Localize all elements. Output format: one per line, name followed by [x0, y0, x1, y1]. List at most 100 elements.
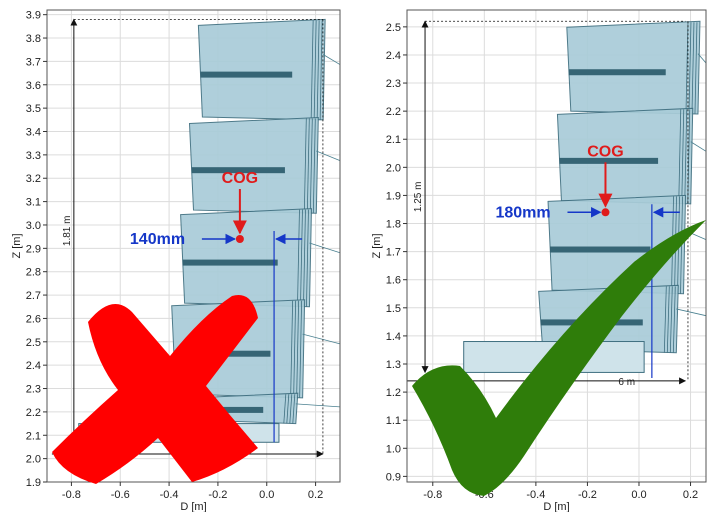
- cabinet-edge: [681, 109, 685, 204]
- cabinet-edge: [290, 300, 294, 398]
- cabinet-edge: [312, 118, 316, 214]
- cabinet-edge: [694, 22, 698, 114]
- y-tick-label: 2.5: [386, 22, 401, 34]
- y-tick-label: 1.3: [386, 359, 401, 371]
- y-tick-label: 3.3: [26, 150, 41, 162]
- y-tick-label: 0.9: [386, 471, 401, 483]
- rigging-line: [316, 150, 341, 161]
- x-tick-label: 0.2: [308, 489, 323, 501]
- cabinet-edge: [684, 109, 688, 204]
- x-axis-label: D [m]: [180, 501, 206, 512]
- y-tick-label: 1.7: [386, 247, 401, 259]
- cabinet-edge: [669, 286, 673, 353]
- x-tick-label: -0.8: [62, 489, 81, 501]
- x-tick-label: -0.4: [526, 489, 545, 501]
- x-axis-label: D [m]: [543, 501, 569, 512]
- x-tick-label: -0.8: [423, 489, 442, 501]
- rigging-line: [309, 242, 341, 254]
- cabinet-edge: [293, 300, 297, 398]
- y-tick-label: 2.4: [386, 50, 401, 62]
- y-tick-label: 3.1: [26, 197, 41, 209]
- y-tick-label: 2.1: [26, 430, 41, 442]
- y-tick-label: 1.9: [386, 190, 401, 202]
- y-tick-label: 3.5: [26, 103, 41, 115]
- x-tick-label: 0.2: [683, 489, 698, 501]
- y-tick-label: 2.1: [386, 134, 401, 146]
- cabinet-edge: [319, 20, 323, 120]
- cabinet-edge: [663, 286, 667, 353]
- x-tick-label: 0.0: [631, 489, 646, 501]
- y-tick-label: 1.0: [386, 443, 401, 455]
- cabinet-edge: [678, 109, 682, 204]
- cabinet-driver-bar: [568, 69, 666, 76]
- y-tick-label: 2.0: [26, 454, 41, 466]
- y-tick-label: 1.4: [386, 331, 401, 343]
- y-tick-label: 2.3: [26, 384, 41, 396]
- cabinet-edge: [306, 209, 309, 307]
- y-tick-label: 3.2: [26, 173, 41, 185]
- cabinet-edge: [297, 209, 300, 307]
- cabinet: [556, 107, 694, 205]
- cabinet-edge: [309, 118, 313, 214]
- cabinet-edge: [316, 20, 320, 120]
- y-tick-label: 1.1: [386, 415, 401, 427]
- width-dimension-label: 6 m: [618, 377, 635, 388]
- cabinet: [188, 116, 319, 214]
- cog-marker: COG: [587, 143, 624, 217]
- rigging-line: [690, 141, 707, 152]
- y-tick-label: 1.6: [386, 275, 401, 287]
- height-dimension-label: 1.81 m: [62, 216, 73, 247]
- speaker-array: [463, 20, 707, 373]
- cabinet-driver-bar: [182, 259, 278, 266]
- verdict-check-icon: [412, 220, 706, 496]
- rigging-line: [676, 308, 707, 317]
- verdict-cross-icon: [52, 294, 258, 484]
- cabinet-edge: [299, 300, 303, 398]
- cog-offset-label: 140mm: [130, 231, 185, 248]
- cog-dot: [601, 208, 610, 217]
- cabinet-edge: [306, 118, 310, 214]
- x-tick-label: -0.6: [111, 489, 130, 501]
- y-tick-label: 3.7: [26, 56, 41, 68]
- cabinet-edge: [296, 300, 300, 398]
- rigging-line: [322, 54, 341, 65]
- cog-offset: 180mm: [495, 204, 680, 379]
- cabinet-edge: [283, 394, 287, 424]
- cabinet-edge: [687, 109, 691, 204]
- cabinet-driver-bar: [559, 157, 659, 164]
- plot-frame: [46, 9, 341, 483]
- y-tick-label: 2.3: [386, 78, 401, 90]
- y-tick-label: 2.6: [26, 313, 41, 325]
- y-tick-label: 2.2: [26, 407, 41, 419]
- rigging-line: [295, 403, 341, 408]
- y-tick-label: 1.9: [26, 477, 41, 489]
- cabinet-edge: [672, 286, 676, 353]
- y-tick-label: 3.4: [26, 127, 41, 139]
- cog-label: COG: [222, 170, 258, 187]
- cog-label: COG: [587, 143, 623, 160]
- cabinet-edge: [303, 209, 306, 307]
- x-tick-label: -0.4: [160, 489, 179, 501]
- y-tick-label: 2.5: [26, 337, 41, 349]
- chart-1: 1.81 m COG 140mm 1.9 2.0 2.1 2.2 2.3 2.4 2.5 2.6 2.…: [11, 9, 341, 512]
- y-axis-label: Z [m]: [371, 233, 383, 258]
- cabinet: [180, 208, 312, 308]
- rigging-line: [697, 53, 707, 64]
- cabinet-edge: [286, 394, 290, 424]
- y-tick-label: 2.2: [386, 106, 401, 118]
- y-tick-label: 3.0: [26, 220, 41, 232]
- cabinet-edge: [691, 22, 695, 114]
- cabinet-edge: [300, 209, 303, 307]
- y-tick-label: 1.8: [386, 219, 401, 231]
- cabinet-driver-bar: [200, 71, 293, 78]
- cabinet-edge: [310, 20, 314, 120]
- y-tick-label: 2.4: [26, 360, 41, 372]
- cog-offset-label: 180mm: [495, 204, 550, 221]
- cog-dot: [235, 234, 244, 243]
- y-tick-label: 2.0: [386, 162, 401, 174]
- y-tick-label: 3.8: [26, 33, 41, 45]
- y-tick-label: 3.6: [26, 80, 41, 92]
- cabinet-edge: [688, 22, 692, 114]
- cabinet: [197, 18, 326, 121]
- cabinet-driver-bar: [191, 167, 285, 174]
